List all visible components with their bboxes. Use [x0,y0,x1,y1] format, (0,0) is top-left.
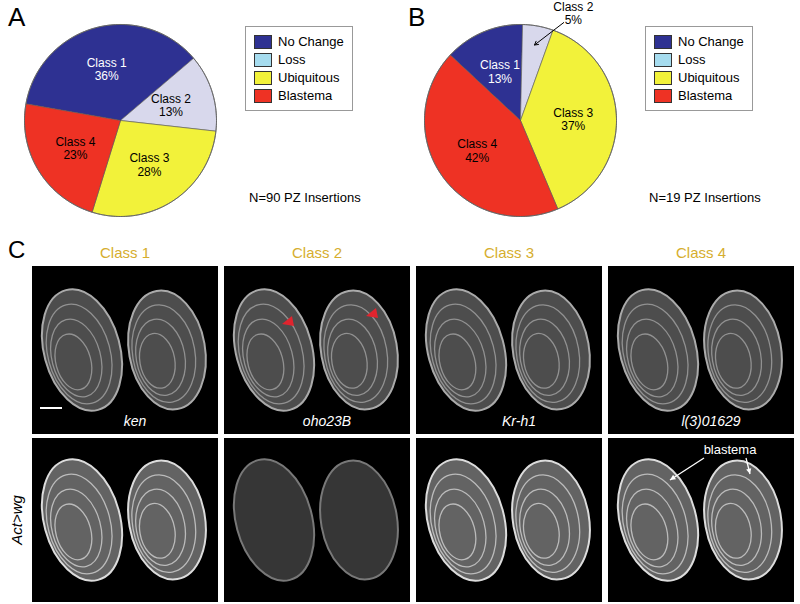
html-text:No Change: No Change [678,34,744,49]
svg-text:Class 3: Class 3 [484,244,534,261]
svg-text:Class 1: Class 1 [100,244,150,261]
svg-text:Class 2: Class 2 [292,244,342,261]
svg-text:Class 328%: Class 328% [129,151,169,178]
svg-text:Class 442%: Class 442% [457,137,497,164]
html-text:A: A [8,2,26,32]
svg-text:Class 25%: Class 25% [553,0,593,27]
svg-text:Class 136%: Class 136% [87,56,127,83]
html-text:Blastema: Blastema [678,88,733,103]
svg-text:Class 113%: Class 113% [480,58,520,85]
html-text:Ubiquitous: Ubiquitous [278,70,340,85]
html-text:Blastema: Blastema [278,88,333,103]
html-text:N=19 PZ Insertions: N=19 PZ Insertions [649,190,761,205]
svg-text:Class 423%: Class 423% [55,135,95,162]
html-text:No Change: No Change [278,34,344,49]
html-text:Ubiquitous: Ubiquitous [678,70,740,85]
svg-text:blastema: blastema [704,442,758,457]
html-text:Loss: Loss [678,52,706,67]
svg-text:Class 4: Class 4 [676,244,726,261]
svg-text:Kr-h1: Kr-h1 [502,413,536,429]
svg-text:oho23B: oho23B [303,413,351,429]
html-text:Loss: Loss [278,52,306,67]
html-text:N=90 PZ Insertions: N=90 PZ Insertions [249,190,361,205]
svg-text:Class 213%: Class 213% [151,92,191,119]
svg-text:l(3)01629: l(3)01629 [681,413,740,429]
svg-text:Class 337%: Class 337% [553,106,593,133]
html-text:B: B [408,2,426,32]
svg-text:C: C [8,236,25,263]
svg-text:Act>wg: Act>wg [8,495,25,546]
svg-text:ken: ken [124,413,147,429]
